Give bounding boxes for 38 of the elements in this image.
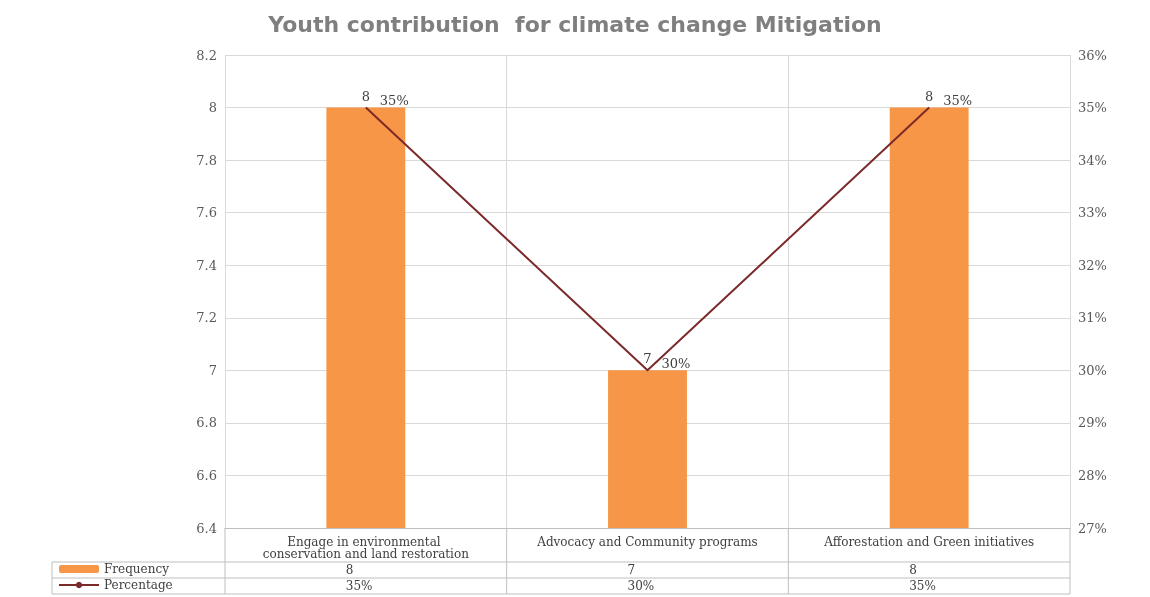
y2-tick-label: 28% bbox=[1078, 467, 1107, 483]
text: 8 bbox=[925, 88, 934, 104]
data-label: 35% bbox=[345, 579, 373, 593]
data-label: 30% bbox=[627, 579, 655, 593]
y2-tick-label: 36% bbox=[1078, 47, 1107, 63]
text: 30% bbox=[661, 355, 691, 371]
x-tick-label: Advocacy and Community programs bbox=[536, 535, 758, 549]
y-tick-label: 6.4 bbox=[196, 520, 217, 536]
data-label: 8 bbox=[909, 563, 917, 577]
y-tick-label: 8 bbox=[208, 100, 217, 116]
y2-tick-label: 35% bbox=[1078, 100, 1107, 116]
y2-tick-label: 32% bbox=[1078, 257, 1107, 273]
text: 7 bbox=[643, 351, 652, 367]
y2-tick-label: 33% bbox=[1078, 205, 1107, 221]
y-tick-label: 7.2 bbox=[196, 310, 217, 326]
y-tick-label: 7.8 bbox=[196, 152, 217, 168]
y2-tick-label: 27% bbox=[1078, 520, 1107, 536]
x-tick-label: Afforestation and Green initiatives bbox=[823, 535, 1035, 549]
data-label: 35% bbox=[909, 579, 936, 593]
text: 35% bbox=[943, 93, 973, 109]
data-label: 8 bbox=[345, 563, 354, 577]
text: 8 bbox=[361, 88, 370, 104]
y-tick-label: 8.2 bbox=[196, 47, 217, 63]
y2-tick-label: 29% bbox=[1078, 415, 1107, 431]
y-tick-label: 6.8 bbox=[196, 415, 217, 431]
text: 35% bbox=[379, 93, 409, 109]
y2-tick-label: 34% bbox=[1078, 152, 1107, 168]
y-tick-label: 7.4 bbox=[196, 257, 217, 273]
y2-tick-label: 30% bbox=[1078, 362, 1107, 378]
y-tick-label: 7.6 bbox=[196, 205, 217, 221]
data-label: 7 bbox=[627, 563, 636, 577]
y-tick-label: 7 bbox=[208, 362, 217, 378]
chart-title: Youth contribution for climate change Mitigation bbox=[267, 11, 882, 37]
legend-label: Frequency bbox=[104, 562, 170, 576]
x-tick-label: Engage in environmental conservation and land restoration bbox=[262, 535, 470, 561]
y2-tick-label: 31% bbox=[1078, 310, 1107, 326]
legend-label: Percentage bbox=[104, 578, 173, 592]
y-tick-label: 6.6 bbox=[196, 467, 217, 483]
